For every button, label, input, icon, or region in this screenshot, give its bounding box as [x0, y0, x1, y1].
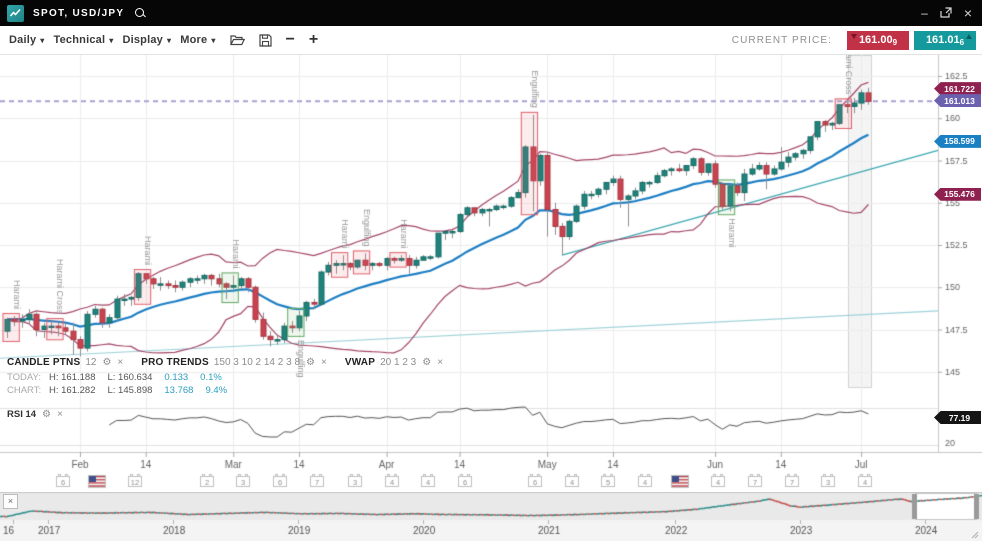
today-change: 0.133	[164, 372, 189, 383]
close-button[interactable]: ×	[963, 5, 972, 21]
close-icon[interactable]: ×	[117, 357, 124, 368]
rsi-value-badge: 77.19	[934, 411, 981, 424]
window-title: SPOT, USD/JPY	[33, 7, 125, 19]
up-arrow-icon	[966, 33, 972, 39]
candle-ptns-label: CANDLE PTNS	[7, 357, 81, 368]
gear-icon[interactable]: ⚙	[306, 357, 315, 368]
rsi-label: RSI 14	[7, 409, 37, 420]
chart-low: L: 145.898	[107, 385, 153, 396]
zoom-out-button[interactable]: −	[285, 31, 295, 48]
gear-icon[interactable]: ⚙	[102, 357, 112, 368]
today-high: H: 161.188	[49, 372, 96, 383]
save-icon[interactable]	[258, 33, 272, 47]
timeline-navigator-canvas[interactable]	[0, 492, 982, 541]
menu-display[interactable]: Display ▾	[122, 34, 172, 46]
popout-icon[interactable]	[940, 6, 952, 20]
price-badge: 161.013	[934, 94, 981, 108]
indicator-legend: CANDLE PTNS 12 ⚙ × PRO TRENDS 150 3 10 2…	[7, 357, 444, 368]
chart-change: 13.768	[164, 385, 194, 396]
close-icon[interactable]: ×	[437, 357, 444, 368]
price-badge: 155.476	[934, 187, 981, 201]
chart-stats-row: CHART: H: 161.282 L: 145.898 13.768 9.4%	[7, 385, 228, 396]
zoom-in-button[interactable]: +	[308, 31, 319, 48]
price-chart-canvas[interactable]	[0, 55, 982, 492]
bid-price-badge: 161.00 9	[847, 30, 909, 50]
ask-price-badge: 161.01 6	[914, 30, 976, 50]
minimize-button[interactable]: –	[921, 6, 928, 20]
rsi-legend: RSI 14 ⚙ ×	[7, 409, 63, 420]
gear-icon[interactable]: ⚙	[422, 357, 432, 368]
menu-technical[interactable]: Technical ▾	[53, 34, 114, 46]
chevron-down-icon: ▾	[40, 35, 45, 45]
pro-trends-label: PRO TRENDS	[141, 357, 209, 368]
close-icon[interactable]: ×	[57, 409, 63, 420]
title-bar: SPOT, USD/JPY – ×	[0, 0, 982, 26]
chevron-down-icon: ▾	[211, 35, 216, 45]
timeline-close-button[interactable]: ×	[3, 494, 18, 509]
current-price-label: CURRENT PRICE:	[731, 34, 832, 46]
menu-daily[interactable]: Daily ▾	[9, 34, 45, 46]
toolbar: Daily ▾ Technical ▾ Display ▾ More ▾ − + CUR…	[0, 26, 982, 55]
open-folder-icon[interactable]	[229, 34, 245, 46]
price-badge: 158.599	[934, 134, 981, 148]
today-low: L: 160.634	[107, 372, 153, 383]
down-arrow-icon	[851, 33, 857, 39]
search-icon[interactable]	[134, 7, 147, 19]
price-badge: 161.722	[934, 82, 981, 96]
today-pct: 0.1%	[200, 372, 222, 383]
chart-pct: 9.4%	[205, 385, 228, 396]
vwap-label: VWAP	[344, 357, 376, 368]
close-icon[interactable]: ×	[320, 357, 327, 368]
gear-icon[interactable]: ⚙	[42, 409, 52, 420]
chevron-down-icon: ▾	[167, 35, 172, 45]
chevron-down-icon: ▾	[109, 35, 114, 45]
chart-high: H: 161.282	[49, 385, 96, 396]
menu-more[interactable]: More ▾	[180, 34, 216, 46]
app-logo-icon	[7, 4, 24, 22]
today-stats-row: TODAY: H: 161.188 L: 160.634 0.133 0.1%	[7, 372, 222, 383]
